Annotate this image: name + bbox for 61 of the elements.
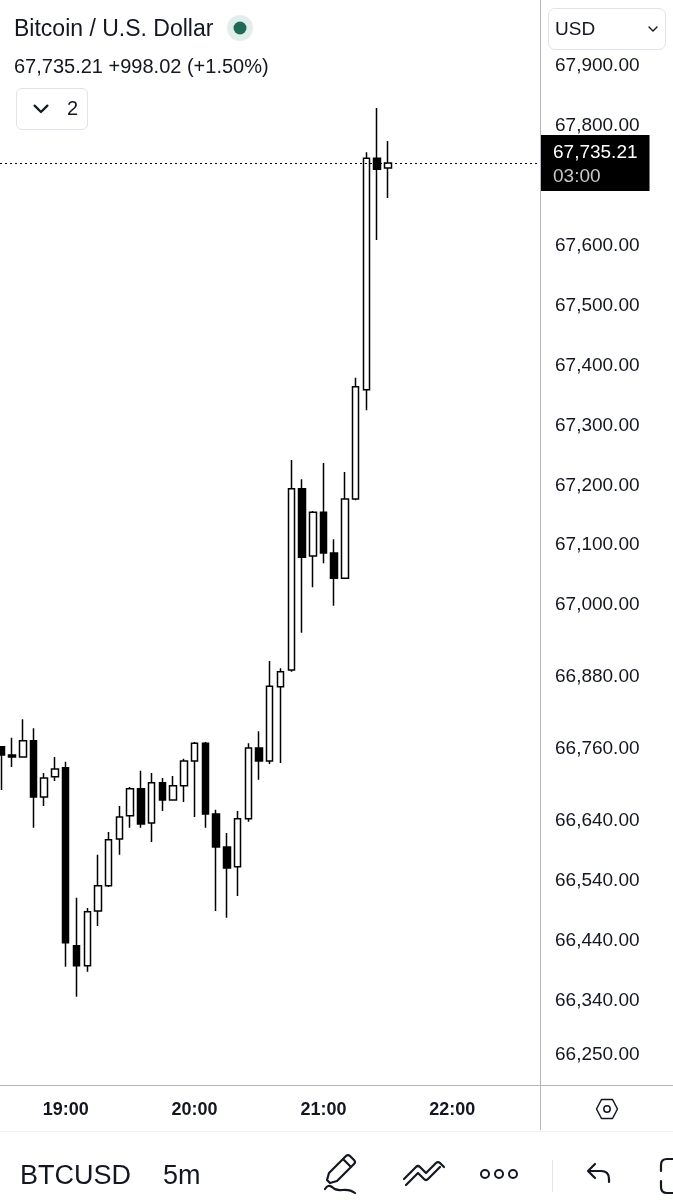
candlestick xyxy=(115,805,124,856)
candlestick xyxy=(287,459,296,673)
text: 67,735.21 +998.02 (+1.50%) xyxy=(14,55,269,78)
candlestick xyxy=(50,756,60,782)
ref-line-label: 67,735.21 03:00 xyxy=(553,140,638,186)
y-tick-label: 67,400.00 xyxy=(555,353,640,375)
candlestick xyxy=(222,832,232,919)
candlestick xyxy=(18,718,28,758)
y-tick-label: 67,200.00 xyxy=(555,473,640,495)
y-tick-label: 66,540.00 xyxy=(555,869,640,891)
candlestick xyxy=(276,667,285,764)
y-tick-label: 67,300.00 xyxy=(555,413,640,435)
candlestick xyxy=(147,772,156,843)
candlestick xyxy=(29,727,38,829)
candlestick xyxy=(136,769,146,829)
y-tick-label: 67,100.00 xyxy=(555,533,640,555)
candlestick xyxy=(168,775,178,801)
candlestick xyxy=(72,897,81,998)
x-tick-label: 19:00 xyxy=(42,1099,89,1119)
y-tick-label: 67,900.00 xyxy=(555,53,640,75)
candlestick xyxy=(254,730,264,781)
candlestick xyxy=(61,760,70,968)
candlestick xyxy=(351,377,360,501)
candlestick xyxy=(211,808,221,912)
y-tick-label: 66,340.00 xyxy=(555,989,640,1011)
candlestick xyxy=(319,462,328,564)
toggle-button: 2 xyxy=(16,88,88,130)
candlestick xyxy=(104,831,113,888)
candlestick xyxy=(125,786,135,829)
candlestick xyxy=(297,478,307,634)
candlestick xyxy=(93,853,103,927)
candlestick xyxy=(7,736,17,768)
y-tick-label: 67,600.00 xyxy=(555,233,640,255)
candlestick xyxy=(39,772,49,807)
text: 5m xyxy=(163,1160,201,1191)
y-tick-label: 66,250.00 xyxy=(555,1043,640,1065)
candlestick xyxy=(233,810,242,897)
y-tick-label: 67,000.00 xyxy=(555,593,640,615)
candlestick xyxy=(340,471,350,579)
candlestick xyxy=(308,510,318,588)
candlestick xyxy=(265,660,274,765)
candlestick xyxy=(201,741,210,829)
candlestick xyxy=(83,907,92,973)
y-tick-label: 66,760.00 xyxy=(555,737,640,759)
text: BTCUSD xyxy=(20,1160,132,1191)
candlestick xyxy=(158,777,167,812)
annotation: 2 xyxy=(67,97,79,120)
y-tick-label: 66,440.00 xyxy=(555,929,640,951)
text: Bitcoin / U.S. Dollar xyxy=(14,14,214,42)
x-tick-label: 21:00 xyxy=(300,1099,347,1119)
y-tick-label: 67,800.00 xyxy=(555,113,640,135)
y-tick-label: 67,500.00 xyxy=(555,293,640,315)
candlestick xyxy=(190,741,199,818)
y-tick-label: 66,640.00 xyxy=(555,809,640,831)
y-tick-label: 66,880.00 xyxy=(555,665,640,687)
x-tick-label: 20:00 xyxy=(171,1099,218,1119)
x-tick-label: 22:00 xyxy=(429,1099,476,1119)
currency-dropdown: USD xyxy=(548,8,666,50)
candlestick xyxy=(179,757,189,803)
candlestick xyxy=(329,538,339,607)
candlestick xyxy=(244,742,253,823)
